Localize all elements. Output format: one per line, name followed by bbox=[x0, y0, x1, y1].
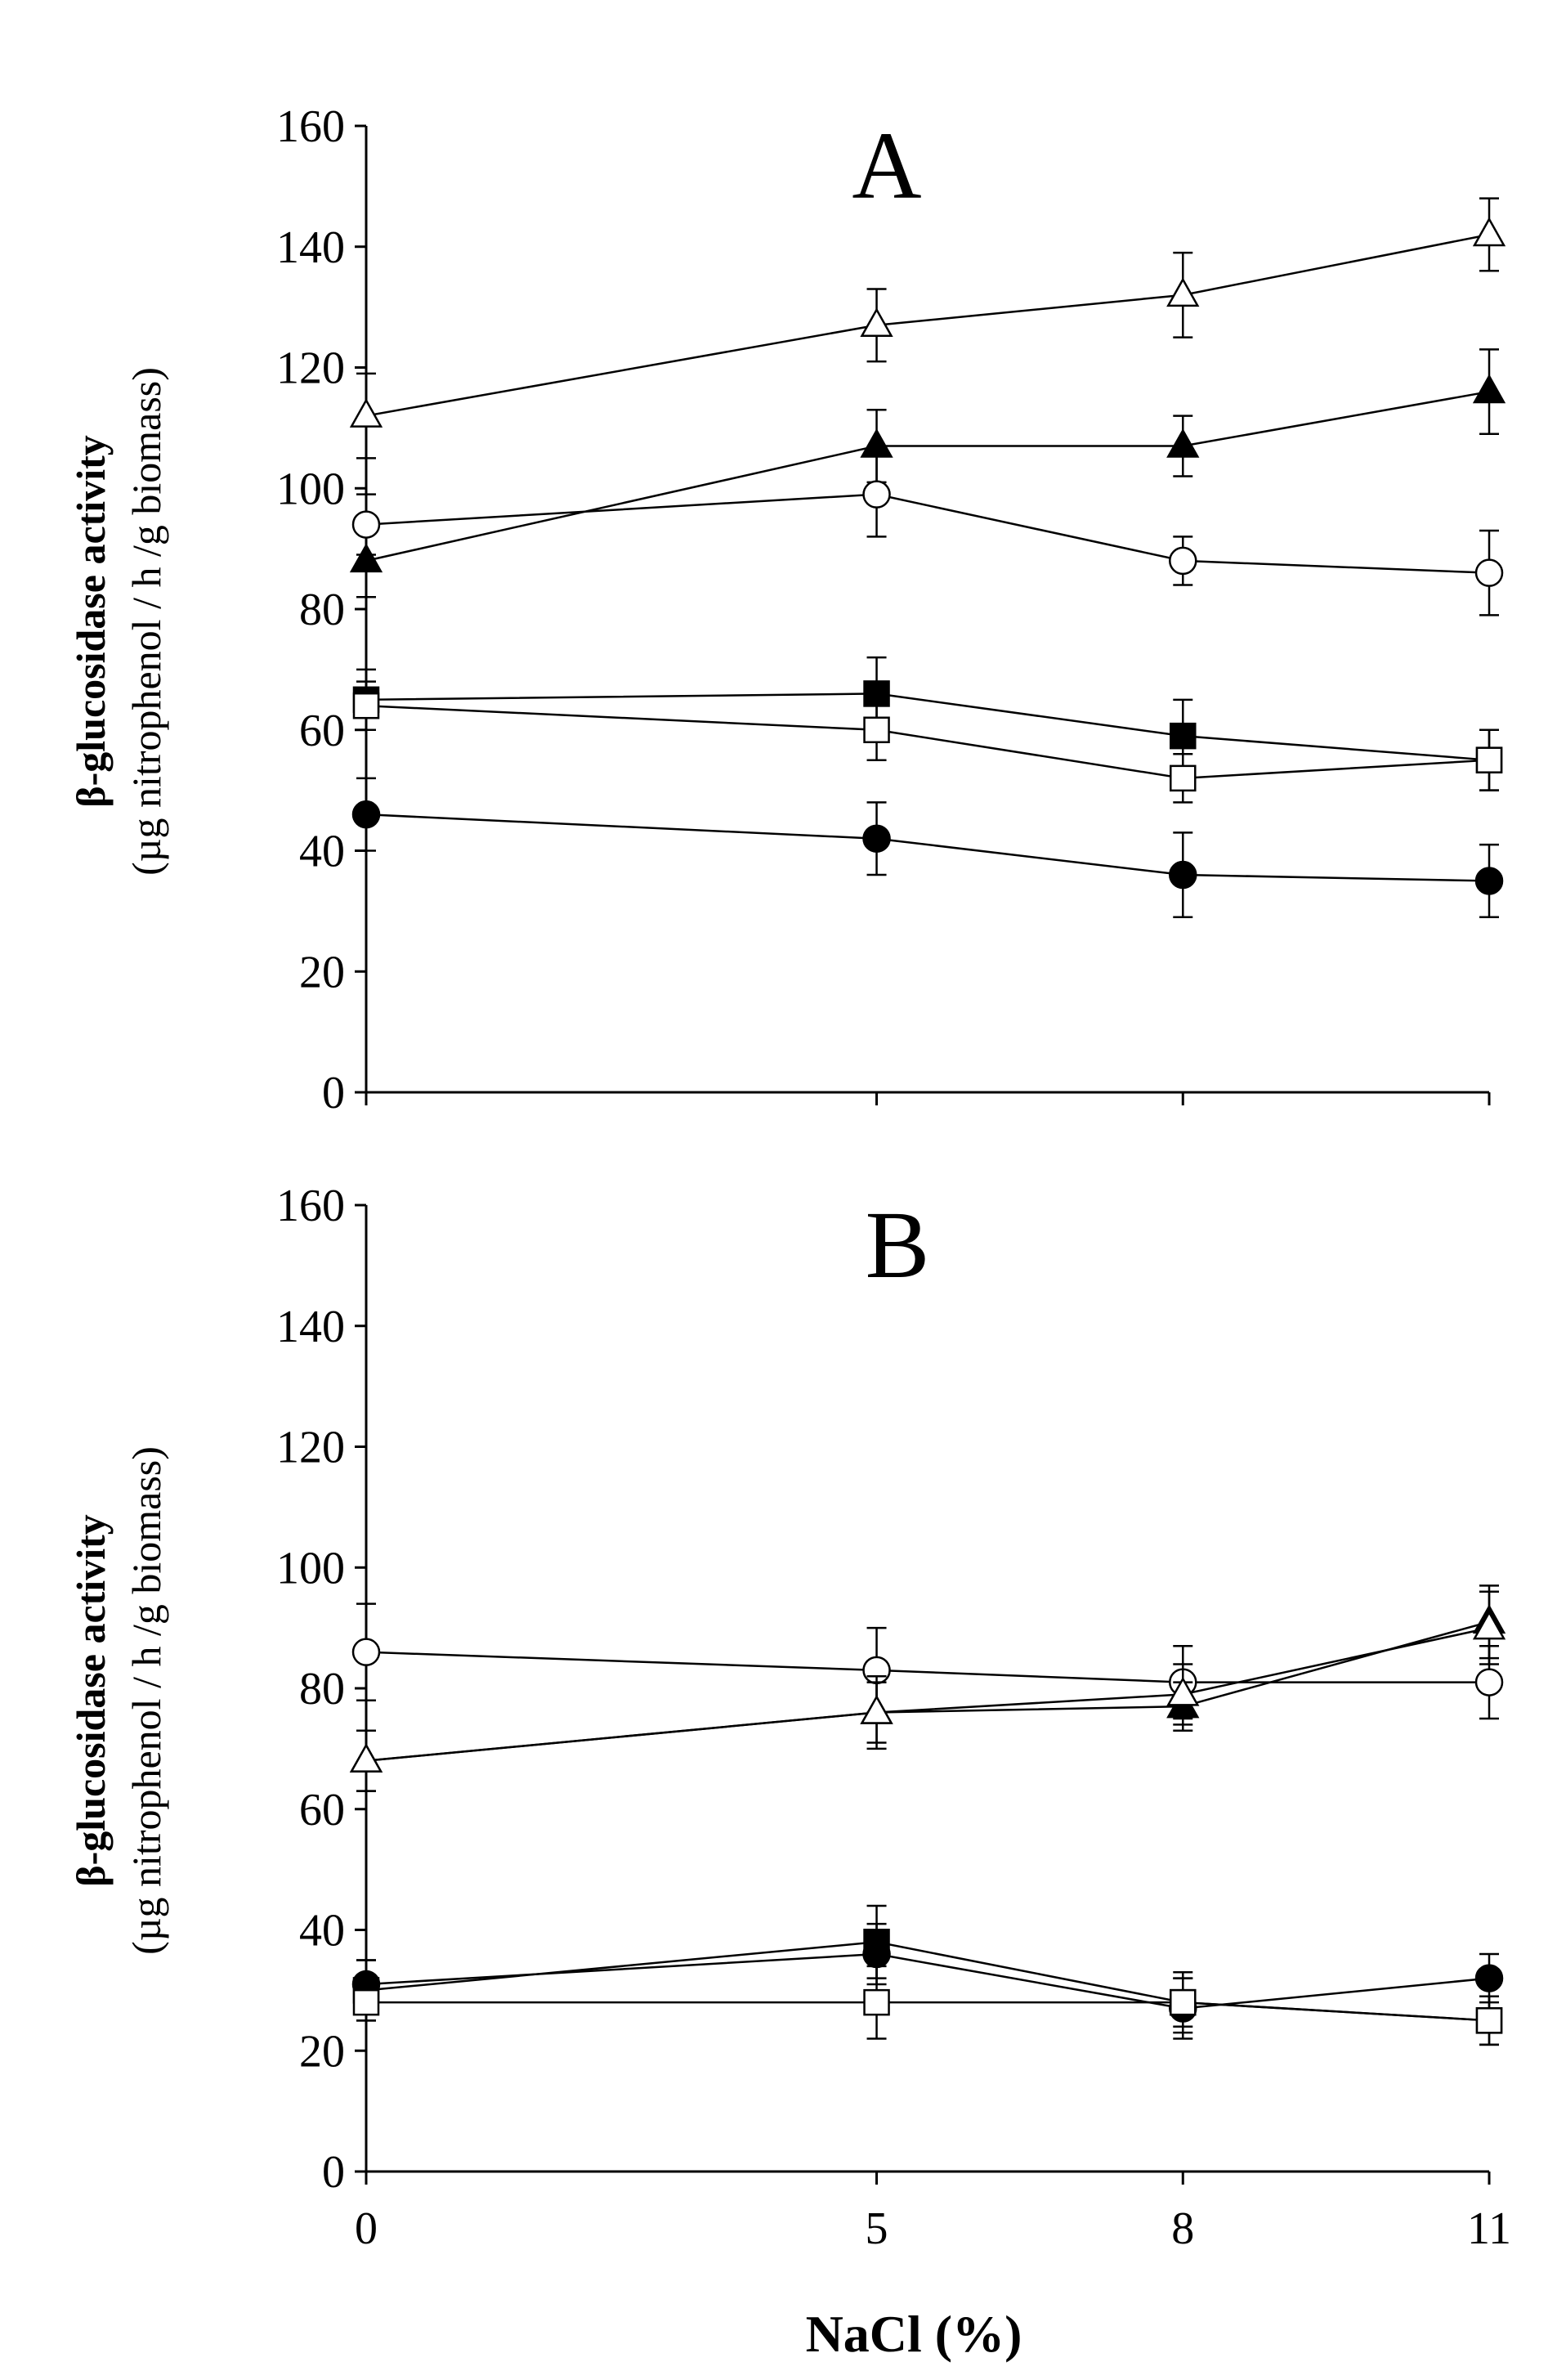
data-point bbox=[1474, 558, 1504, 587]
y-axis-units: (µg nitrophenol / h /g biomass) bbox=[123, 1446, 169, 1955]
y-axis-label: β-glucosidase activity bbox=[68, 435, 114, 807]
data-point bbox=[349, 1743, 383, 1773]
y-tick-label: 20 bbox=[299, 947, 345, 997]
y-tick-label: 40 bbox=[299, 827, 345, 877]
series-open-triangle bbox=[349, 1590, 1506, 1792]
series-line bbox=[365, 1941, 1490, 2022]
data-point bbox=[352, 1988, 380, 2016]
data-point bbox=[351, 800, 381, 829]
y-axis-label: β-glucosidase activity bbox=[68, 1514, 114, 1886]
data-point bbox=[351, 510, 381, 539]
data-point bbox=[1475, 746, 1503, 773]
panel-label: B bbox=[866, 1191, 930, 1298]
y-tick-label: 100 bbox=[276, 1543, 345, 1593]
data-point bbox=[1474, 1668, 1504, 1696]
data-point bbox=[1169, 546, 1197, 576]
series-line bbox=[365, 233, 1490, 417]
data-point bbox=[352, 692, 380, 719]
data-point bbox=[1474, 1964, 1504, 1992]
series-open-square bbox=[352, 1965, 1503, 2046]
y-tick-label: 160 bbox=[276, 101, 345, 152]
y-tick-label: 60 bbox=[299, 706, 345, 756]
data-point bbox=[349, 398, 383, 428]
data-point bbox=[1170, 764, 1197, 792]
y-tick-label: 160 bbox=[276, 1181, 345, 1231]
y-tick-label: 100 bbox=[276, 464, 345, 514]
series-open-circle bbox=[351, 1602, 1504, 1720]
data-point bbox=[1166, 277, 1200, 307]
series-line bbox=[365, 1626, 1490, 1762]
series-line bbox=[365, 1651, 1489, 1683]
series-filled-circle bbox=[351, 1922, 1504, 2040]
data-point bbox=[1472, 217, 1506, 247]
series-open-triangle bbox=[349, 197, 1506, 459]
x-tick-label: 11 bbox=[1467, 2203, 1511, 2254]
data-point bbox=[1170, 1988, 1197, 2016]
y-tick-label: 20 bbox=[299, 2026, 345, 2077]
y-tick-label: 40 bbox=[299, 1906, 345, 1956]
y-tick-label: 0 bbox=[322, 2147, 345, 2198]
series-filled-triangle bbox=[349, 1584, 1506, 1792]
data-point bbox=[1169, 860, 1197, 890]
y-axis-units: (µg nitrophenol / h /g biomass) bbox=[123, 367, 169, 876]
series-line bbox=[365, 493, 1490, 574]
series-filled-triangle bbox=[349, 348, 1506, 598]
data-point bbox=[1166, 428, 1200, 458]
series-open-circle bbox=[351, 450, 1504, 616]
y-tick-label: 120 bbox=[276, 1423, 345, 1473]
y-tick-label: 140 bbox=[276, 1302, 345, 1352]
data-point bbox=[863, 1988, 890, 2016]
x-tick-label: 8 bbox=[1171, 2203, 1194, 2254]
x-axis-label: NaCl (%) bbox=[806, 2305, 1022, 2363]
y-tick-label: 120 bbox=[276, 343, 345, 394]
y-tick-label: 60 bbox=[299, 1785, 345, 1835]
data-point bbox=[1474, 867, 1504, 895]
series-line bbox=[365, 813, 1490, 882]
series-open-square bbox=[352, 680, 1503, 804]
y-tick-label: 80 bbox=[299, 585, 345, 635]
y-tick-label: 80 bbox=[299, 1664, 345, 1714]
series-line bbox=[365, 1952, 1490, 2010]
x-tick-label: 0 bbox=[355, 2203, 378, 2254]
data-point bbox=[862, 824, 891, 853]
series-line bbox=[366, 2001, 1490, 2022]
data-point bbox=[862, 480, 891, 509]
data-point bbox=[351, 1638, 381, 1666]
series-line bbox=[365, 390, 1490, 563]
data-point bbox=[1475, 2007, 1503, 2034]
panel-a: 0 20 40 60 80 100 120 140 160 Aβ-glucosidase acti… bbox=[68, 101, 1506, 1118]
data-point bbox=[860, 1695, 893, 1724]
x-tick-label: 5 bbox=[866, 2203, 888, 2254]
series-line bbox=[365, 1620, 1490, 1762]
data-point bbox=[1472, 374, 1506, 404]
panel-label: A bbox=[852, 112, 921, 219]
y-tick-label: 0 bbox=[322, 1068, 345, 1118]
panel-b: 0 20 40 60 80 100 120 140 160 0 5 8 11 Bβ-glucosidase… bbox=[68, 1181, 1511, 2363]
data-point bbox=[1166, 1676, 1200, 1706]
data-point bbox=[862, 1939, 891, 1969]
series-line bbox=[365, 692, 1490, 761]
data-point bbox=[863, 716, 890, 743]
data-point bbox=[1472, 1610, 1506, 1640]
series-filled-circle bbox=[351, 777, 1504, 919]
y-tick-label: 140 bbox=[276, 222, 345, 273]
data-point bbox=[1170, 722, 1197, 750]
data-point bbox=[860, 307, 893, 338]
series-line bbox=[365, 704, 1490, 780]
data-point bbox=[349, 543, 383, 573]
